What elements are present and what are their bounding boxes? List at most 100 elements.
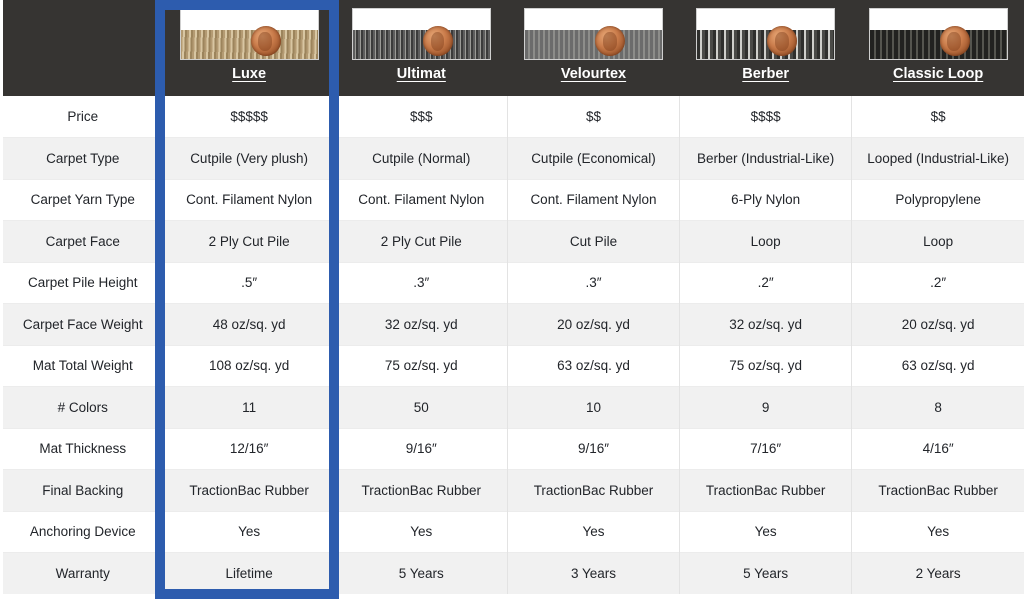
table-row: Carpet Face Weight 48 oz/sq. yd 32 oz/sq. … xyxy=(3,303,1024,345)
cell-3: 6-Ply Nylon xyxy=(679,178,853,221)
cell-4: $$ xyxy=(851,96,1024,138)
row-label: Carpet Type xyxy=(3,137,164,179)
comparison-grid: Luxe Ultimat Velourtex xyxy=(3,0,1024,594)
row-label: Carpet Pile Height xyxy=(3,261,164,304)
cell-4: 2 Years xyxy=(851,552,1024,594)
cell-4: 63 oz/sq. yd xyxy=(851,344,1024,387)
product-name-link[interactable]: Classic Loop xyxy=(893,66,984,82)
cell-3: 9 xyxy=(679,386,853,428)
table-body: Price $$$$$ $$$ $$ $$$$ $$ Carpet Type Cutpile … xyxy=(3,96,1024,594)
carpet-fiber-icon xyxy=(524,30,662,59)
cell-1: Yes xyxy=(335,510,508,553)
row-label: # Colors xyxy=(3,386,164,428)
table-row: Carpet Pile Height .5″ .3″ .3″ .2″ .2″ xyxy=(3,261,1024,304)
product-header-classic-loop[interactable]: Classic Loop xyxy=(851,0,1024,96)
row-label: Mat Total Weight xyxy=(3,344,164,387)
cell-2: 9/16″ xyxy=(507,427,681,470)
product-name-link[interactable]: Velourtex xyxy=(560,66,627,82)
row-label: Final Backing xyxy=(3,469,164,511)
product-header-ultimat[interactable]: Ultimat xyxy=(334,0,508,96)
cell-0: 2 Ply Cut Pile xyxy=(163,220,336,262)
table-row: Mat Thickness 12/16″ 9/16″ 9/16″ 7/16″ 4/16″ xyxy=(3,427,1024,470)
cell-4: TractionBac Rubber xyxy=(851,469,1024,511)
product-name-link[interactable]: Berber xyxy=(742,66,790,82)
cell-1: 32 oz/sq. yd xyxy=(335,303,508,345)
cell-4: .2″ xyxy=(851,261,1024,304)
cell-1: .3″ xyxy=(335,261,508,304)
cell-3: 5 Years xyxy=(679,552,853,594)
cell-4: Loop xyxy=(851,220,1024,262)
cell-0: Yes xyxy=(163,510,336,553)
product-header-velourtex[interactable]: Velourtex xyxy=(506,0,680,96)
table-row: Carpet Yarn Type Cont. Filament Nylon Cont… xyxy=(3,178,1024,221)
cell-0: 108 oz/sq. yd xyxy=(163,344,336,387)
cell-0: .5″ xyxy=(163,261,336,304)
table-row: Price $$$$$ $$$ $$ $$$$ $$ xyxy=(3,96,1024,138)
cell-4: Polypropylene xyxy=(851,178,1024,221)
cell-4: 20 oz/sq. yd xyxy=(851,303,1024,345)
header-corner-cell xyxy=(3,0,163,96)
product-header-berber[interactable]: Berber xyxy=(679,0,852,96)
cell-0: Lifetime xyxy=(163,552,336,594)
cell-4: 8 xyxy=(851,386,1024,428)
cell-3: Loop xyxy=(679,220,853,262)
product-name-link[interactable]: Ultimat xyxy=(396,66,446,82)
cell-2: Cutpile (Economical) xyxy=(507,137,681,179)
cell-2: .3″ xyxy=(507,261,681,304)
table-row: Carpet Face 2 Ply Cut Pile 2 Ply Cut Pile C… xyxy=(3,220,1024,262)
cell-2: 63 oz/sq. yd xyxy=(507,344,681,387)
cell-3: $$$$ xyxy=(679,96,853,138)
row-label: Carpet Yarn Type xyxy=(3,178,164,221)
cell-2: 20 oz/sq. yd xyxy=(507,303,681,345)
row-label: Carpet Face xyxy=(3,220,164,262)
carpet-fiber-icon xyxy=(869,30,1007,59)
cell-2: Cont. Filament Nylon xyxy=(507,178,681,221)
row-label: Carpet Face Weight xyxy=(3,303,164,345)
cell-3: 75 oz/sq. yd xyxy=(679,344,853,387)
table-row: Warranty Lifetime 5 Years 3 Years 5 Years 2 Y… xyxy=(3,552,1024,594)
cell-2: Cut Pile xyxy=(507,220,681,262)
cell-0: Cont. Filament Nylon xyxy=(163,178,336,221)
carpet-fiber-icon xyxy=(697,30,835,59)
cell-0: $$$$$ xyxy=(163,96,336,138)
cell-2: $$ xyxy=(507,96,681,138)
cell-0: 48 oz/sq. yd xyxy=(163,303,336,345)
cell-3: Berber (Industrial-Like) xyxy=(679,137,853,179)
cell-1: TractionBac Rubber xyxy=(335,469,508,511)
product-name-link[interactable]: Luxe xyxy=(232,66,267,82)
table-row: # Colors 11 50 10 9 8 xyxy=(3,386,1024,428)
cell-1: Cont. Filament Nylon xyxy=(335,178,508,221)
cell-3: Yes xyxy=(679,510,853,553)
cell-1: 5 Years xyxy=(335,552,508,594)
product-header-luxe[interactable]: Luxe xyxy=(162,0,336,96)
product-thumbnail-velourtex xyxy=(523,8,663,60)
cell-1: Cutpile (Normal) xyxy=(335,137,508,179)
penny-icon xyxy=(594,26,625,56)
product-thumbnail-luxe xyxy=(179,8,319,60)
cell-3: TractionBac Rubber xyxy=(679,469,853,511)
row-label: Anchoring Device xyxy=(3,510,164,553)
cell-3: 32 oz/sq. yd xyxy=(679,303,853,345)
header-row: Luxe Ultimat Velourtex xyxy=(3,0,1024,96)
product-thumbnail-ultimat xyxy=(351,8,491,60)
penny-icon xyxy=(939,26,970,56)
table-row: Mat Total Weight 108 oz/sq. yd 75 oz/sq. y… xyxy=(3,344,1024,387)
cell-0: 12/16″ xyxy=(163,427,336,470)
cell-2: Yes xyxy=(507,510,681,553)
table-header: Luxe Ultimat Velourtex xyxy=(3,0,1024,96)
cell-1: $$$ xyxy=(335,96,508,138)
penny-icon xyxy=(250,26,281,56)
row-label: Warranty xyxy=(3,552,164,594)
cell-0: TractionBac Rubber xyxy=(163,469,336,511)
cell-3: 7/16″ xyxy=(679,427,853,470)
carpet-fiber-icon xyxy=(180,30,318,59)
cell-1: 75 oz/sq. yd xyxy=(335,344,508,387)
table-row: Anchoring Device Yes Yes Yes Yes Yes xyxy=(3,510,1024,553)
cell-1: 9/16″ xyxy=(335,427,508,470)
cell-2: 10 xyxy=(507,386,681,428)
product-thumbnail-classic-loop xyxy=(868,8,1008,60)
cell-4: 4/16″ xyxy=(851,427,1024,470)
product-thumbnail-berber xyxy=(696,8,836,60)
cell-4: Yes xyxy=(851,510,1024,553)
